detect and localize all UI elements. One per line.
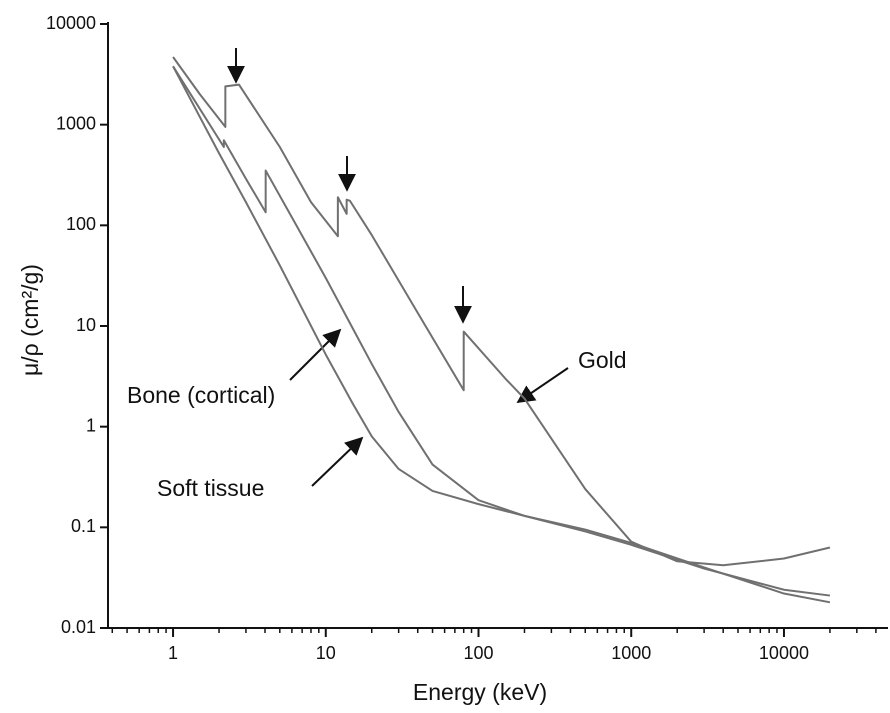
series-annotation: Bone (cortical) [127, 382, 275, 408]
series-annotation: Gold [578, 347, 627, 373]
y-tick-label: 1000 [56, 113, 96, 133]
annotation-arrow [516, 367, 569, 404]
x-tick-label: 100 [463, 643, 493, 663]
y-axis-title: μ/ρ (cm²/g) [17, 264, 43, 376]
x-tick-label: 1 [168, 643, 178, 663]
x-tick-label: 10 [316, 643, 336, 663]
series-line [172, 56, 831, 567]
x-axis-title: Energy (keV) [413, 679, 547, 705]
annotation-arrow [311, 436, 364, 487]
y-tick-label: 10000 [46, 13, 96, 33]
x-tick-label: 10000 [759, 643, 809, 663]
x-tick-label: 1000 [611, 643, 651, 663]
series-line [172, 65, 831, 604]
y-tick-label: 1 [86, 415, 96, 435]
series-annotation: Soft tissue [157, 475, 264, 501]
y-tick-label: 0.01 [61, 617, 96, 637]
series-line [172, 65, 831, 597]
y-tick-label: 0.1 [71, 516, 96, 536]
y-tick-label: 100 [66, 214, 96, 234]
y-tick-label: 10 [76, 315, 96, 335]
annotation-arrow [289, 328, 342, 381]
